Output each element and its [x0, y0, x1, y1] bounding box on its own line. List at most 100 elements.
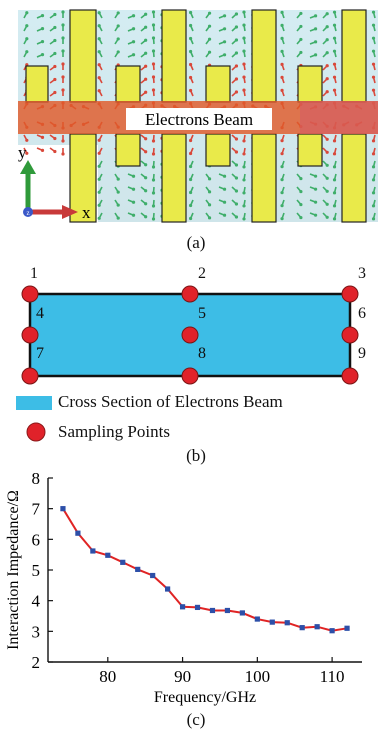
field-arrow-head [207, 177, 212, 181]
impedance-series [60, 506, 350, 634]
field-arrow-head [313, 14, 318, 18]
field-arrow-head [234, 176, 239, 180]
field-arrow-head [151, 62, 156, 66]
field-arrow-head [325, 64, 329, 68]
impedance-point [135, 566, 141, 572]
field-arrow-head [151, 191, 156, 195]
chart-plot-area [47, 478, 362, 663]
field-arrow-head [189, 151, 193, 156]
field-arrow-head [222, 14, 227, 18]
field-arrow-head [53, 12, 57, 17]
field-arrow-head [371, 217, 376, 221]
field-arrow-head [222, 40, 227, 44]
impedance-point [224, 607, 231, 614]
slow-wave-vanes [25, 9, 367, 223]
field-arrow-head [53, 90, 57, 95]
vane [205, 65, 231, 103]
field-arrow-head [332, 139, 337, 143]
field-arrow-head [332, 75, 337, 79]
field-arrow-head [234, 51, 239, 55]
field-arrow-head [144, 189, 148, 193]
point-label-8: 8 [198, 345, 206, 362]
vane [251, 9, 277, 103]
field-arrow-head [299, 176, 303, 181]
field-arrow-head [325, 137, 329, 141]
field-arrow-head [144, 90, 148, 94]
field-arrow-head [116, 177, 120, 181]
beam-label: Electrons Beam [145, 110, 253, 129]
impedance-point [105, 552, 111, 558]
field-arrow-head [189, 164, 193, 169]
field-arrow-head [144, 176, 148, 180]
field-arrow-head [131, 187, 136, 191]
impedance-point [239, 610, 245, 616]
field-arrow-head [280, 75, 284, 79]
field-arrow-head [280, 217, 284, 221]
field-arrow-head [40, 148, 45, 152]
field-arrow-head [325, 150, 329, 154]
field-arrow-head [144, 64, 148, 68]
sampling-point-8 [181, 367, 199, 385]
caption-c: (c) [186, 710, 206, 729]
field-arrow-head [25, 11, 29, 15]
field-arrow-head [207, 203, 212, 207]
field-arrow-head [325, 215, 329, 219]
field-arrow-head [332, 191, 337, 195]
field-arrow-head [131, 14, 136, 18]
field-arrow-head [61, 62, 65, 66]
field-arrow-head [116, 11, 120, 15]
field-arrow-head [151, 217, 156, 221]
field-arrow-head [242, 62, 246, 66]
caption-a: (a) [186, 233, 206, 252]
field-arrow-head [242, 75, 246, 79]
point-label-2: 2 [198, 265, 206, 282]
field-arrow-head [325, 12, 329, 16]
field-arrow-head [189, 23, 193, 28]
field-arrow-head [97, 151, 101, 155]
field-arrow-head [332, 152, 337, 156]
field-arrow-head [97, 24, 101, 28]
impedance-point [314, 624, 320, 630]
field-arrow-head [61, 49, 65, 53]
field-arrow-head [207, 190, 212, 194]
point-label-3: 3 [358, 265, 366, 282]
vane [161, 9, 187, 103]
field-arrow-head [61, 139, 65, 143]
impedance-point [179, 604, 186, 610]
field-arrow-head [299, 50, 303, 55]
field-arrow-head [189, 36, 193, 41]
impedance-point [344, 625, 350, 631]
field-arrow-head [97, 138, 101, 142]
field-arrow-head [371, 191, 376, 195]
field-arrow-head [189, 62, 193, 67]
field-arrow-head [53, 25, 57, 30]
sampling-point-4 [21, 326, 39, 344]
field-arrow-head [144, 25, 148, 29]
field-arrow-head [40, 27, 45, 31]
legend-cross-section-label: Cross Section of Electrons Beam [58, 392, 283, 411]
field-arrow-head [242, 10, 246, 14]
vane [69, 133, 97, 223]
field-arrow-head [97, 50, 101, 54]
field-arrow-head [144, 137, 148, 141]
field-arrow-head [151, 49, 156, 53]
sampling-point-6 [341, 326, 359, 344]
field-arrow-head [97, 216, 101, 220]
field-arrow-head [242, 178, 246, 182]
field-arrow-head [25, 138, 29, 142]
impedance-point [60, 506, 66, 512]
field-arrow-head [61, 10, 65, 14]
y-axis-arrowhead [20, 160, 36, 174]
field-arrow-head [242, 23, 246, 27]
field-arrow-head [189, 216, 193, 221]
point-label-7: 7 [36, 345, 44, 362]
point-label-5: 5 [198, 305, 206, 322]
impedance-point [269, 619, 275, 625]
field-arrow-head [151, 139, 156, 143]
field-arrow-head [53, 51, 57, 56]
field-arrow-head [61, 23, 65, 27]
field-arrow-head [53, 149, 57, 154]
sampling-point-2 [181, 285, 199, 303]
field-arrow-head [371, 23, 376, 27]
x-tick-label: 90 [174, 667, 191, 686]
